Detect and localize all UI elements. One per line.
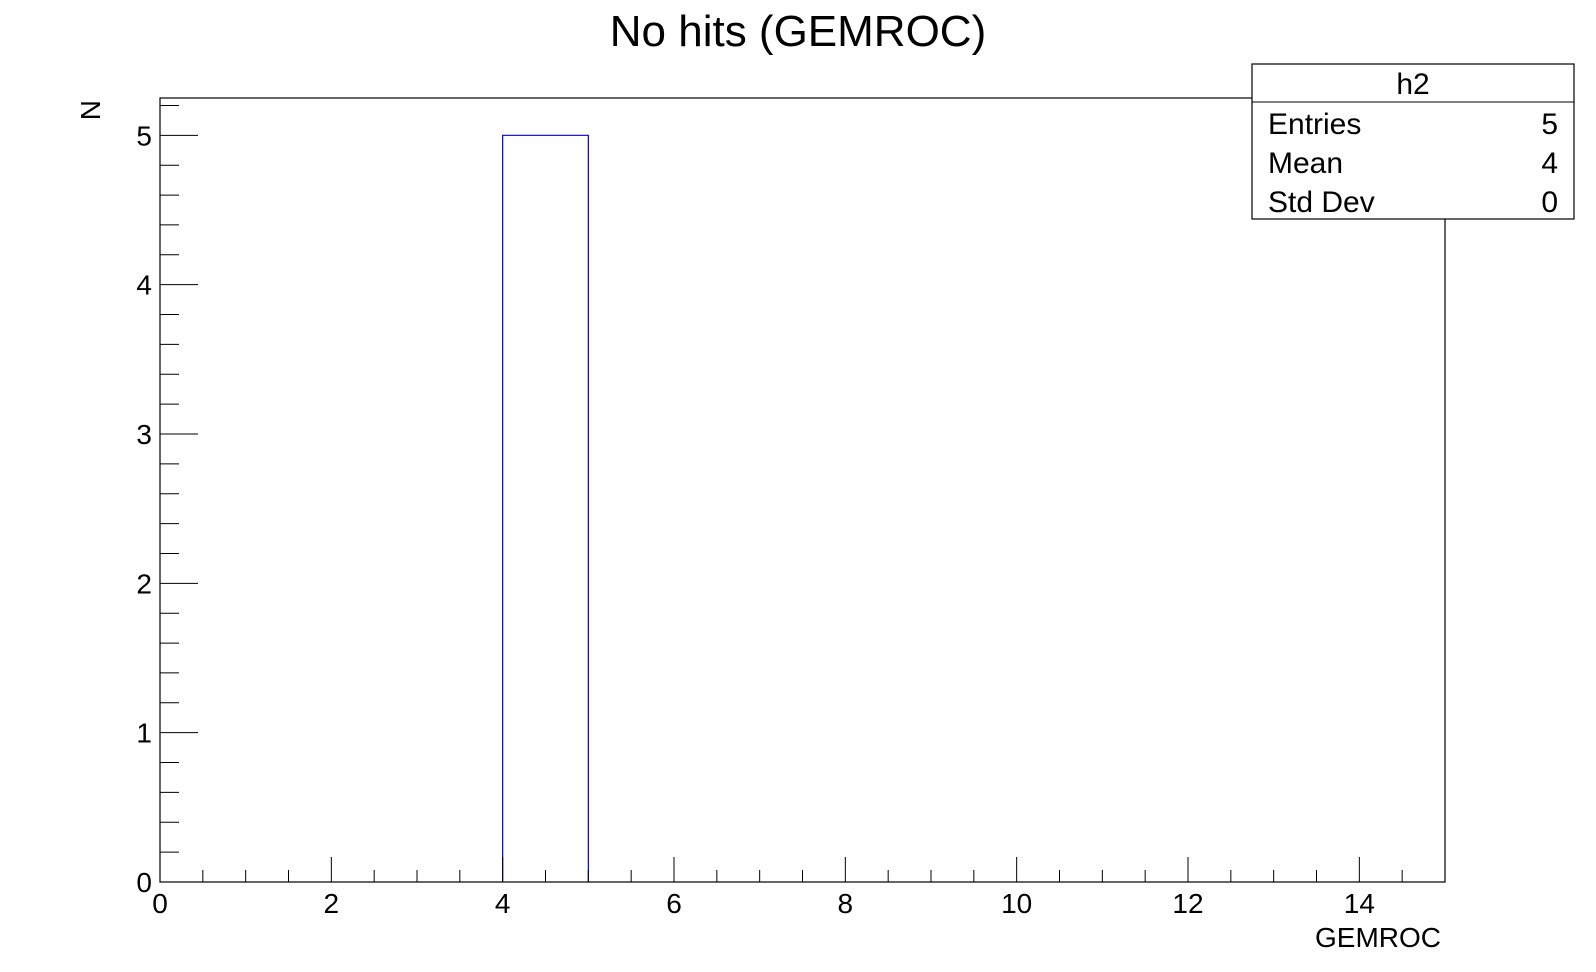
x-axis: 0 2 4 6 8 10 12 14 xyxy=(152,857,1446,919)
y-tick-label: 1 xyxy=(136,718,152,749)
stats-box-frame xyxy=(1251,63,1575,220)
x-tick-label: 8 xyxy=(838,888,854,919)
stats-mean-label: Mean xyxy=(1268,147,1343,180)
y-tick-label: 4 xyxy=(136,270,152,301)
stats-entries-value: 5 xyxy=(1541,108,1558,141)
y-tick-label: 2 xyxy=(136,568,152,599)
y-axis: 0 1 2 3 4 5 xyxy=(136,104,198,898)
x-tick-label: 4 xyxy=(495,888,511,919)
stats-entries-label: Entries xyxy=(1268,108,1361,141)
stats-stddev-label: Std Dev xyxy=(1268,186,1375,219)
x-tick-label: 10 xyxy=(1001,888,1032,919)
y-axis-label: N xyxy=(75,100,106,120)
x-tick-label: 6 xyxy=(666,888,682,919)
stats-box-name: h2 xyxy=(1396,68,1429,101)
y-tick-label: 0 xyxy=(136,867,152,898)
y-tick-label: 3 xyxy=(136,419,152,450)
chart-title: No hits (GEMROC) xyxy=(610,7,986,56)
x-axis-label: GEMROC xyxy=(1315,922,1441,953)
histogram-bar-0 xyxy=(502,134,589,882)
x-tick-label: 0 xyxy=(152,888,168,919)
stats-stddev-value: 0 xyxy=(1541,186,1558,219)
x-tick-label: 12 xyxy=(1172,888,1203,919)
stats-mean-value: 4 xyxy=(1541,147,1558,180)
bars-layer xyxy=(502,134,589,882)
y-tick-label: 5 xyxy=(136,120,152,151)
stats-box: h2 Entries 5 Mean 4 Std Dev 0 xyxy=(1251,63,1575,220)
x-tick-label: 14 xyxy=(1344,888,1375,919)
x-tick-label: 2 xyxy=(324,888,340,919)
